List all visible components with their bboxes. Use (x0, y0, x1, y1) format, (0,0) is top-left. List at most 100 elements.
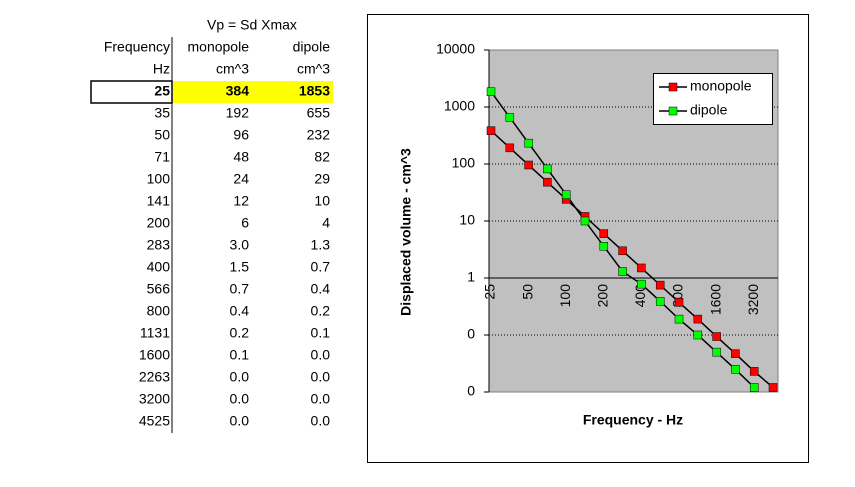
cell: 192 (226, 105, 250, 121)
cell: 96 (233, 127, 249, 143)
cell: 29 (314, 171, 330, 187)
cell: 71 (154, 149, 170, 165)
marker (561, 190, 571, 199)
cell: 1131 (140, 325, 170, 341)
legend-label: monopole (690, 78, 752, 94)
marker (712, 332, 721, 341)
cell: 100 (147, 171, 171, 187)
cell: 384 (226, 83, 250, 99)
header-cell: cm^3 (297, 61, 330, 77)
cell: 0.1 (311, 325, 331, 341)
cell: 0.2 (230, 325, 250, 341)
cell: 141 (147, 193, 171, 209)
marker (505, 143, 515, 153)
marker (543, 164, 552, 174)
cell: 24 (233, 171, 249, 187)
cell: 1.3 (311, 237, 331, 253)
cell: 0.0 (230, 369, 250, 385)
marker (749, 383, 759, 392)
highlight (173, 81, 333, 103)
x-tick-label: 100 (557, 284, 573, 308)
header-cell: Frequency (104, 39, 170, 55)
marker (693, 314, 703, 324)
cell: 0.7 (311, 259, 331, 275)
x-tick-label: 400 (632, 284, 648, 308)
cell: 0.0 (311, 347, 331, 363)
x-tick-label: 50 (519, 284, 535, 300)
header-cell: cm^3 (216, 61, 249, 77)
marker (599, 229, 609, 238)
legend-marker (668, 106, 678, 116)
cell: 3200 (139, 391, 170, 407)
cell: 0.0 (230, 413, 250, 429)
marker (655, 297, 665, 306)
cell: 2263 (139, 369, 170, 385)
marker (524, 138, 533, 148)
legend-marker (668, 82, 678, 92)
marker (618, 267, 627, 276)
cell: 48 (233, 149, 249, 165)
table-title: Vp = Sd Xmax (207, 17, 297, 33)
x-tick-label: 1600 (707, 284, 723, 315)
cell: 0.0 (230, 391, 250, 407)
cell: 4525 (139, 413, 170, 429)
marker (674, 298, 684, 307)
x-axis-title: Frequency - Hz (583, 412, 683, 428)
cell: 0.1 (230, 347, 250, 363)
y-tick-label: 1 (467, 269, 475, 285)
marker (749, 367, 759, 376)
cell: 800 (147, 303, 171, 319)
marker (618, 246, 627, 256)
y-tick-label: 100 (452, 155, 476, 171)
cell: 6 (241, 215, 249, 231)
marker (486, 87, 496, 96)
cell: 12 (233, 193, 249, 209)
marker (543, 177, 552, 187)
marker (637, 279, 646, 289)
cell: 0.4 (311, 281, 331, 297)
cell: 566 (147, 281, 171, 297)
marker (599, 242, 609, 251)
cell: 25 (154, 83, 170, 99)
cell: 655 (307, 105, 331, 121)
cell: 4 (322, 215, 330, 231)
cell: 50 (154, 127, 170, 143)
cell: 0.0 (311, 413, 331, 429)
marker (768, 383, 778, 392)
cell: 82 (314, 149, 330, 165)
legend-label: dipole (690, 102, 728, 118)
cell: 0.7 (230, 281, 250, 297)
series-line (490, 130, 774, 389)
marker (693, 330, 703, 340)
cell: 400 (147, 259, 171, 275)
header-cell: Hz (153, 61, 170, 77)
marker (712, 347, 721, 357)
marker (731, 365, 740, 374)
x-tick-label: 200 (595, 284, 611, 308)
y-tick-label: 1000 (444, 98, 475, 114)
y-tick-label: 10 (459, 212, 475, 228)
marker (637, 263, 646, 273)
marker (505, 113, 515, 122)
cell: 283 (147, 237, 171, 253)
header-cell: dipole (293, 39, 331, 55)
cell: 0.2 (311, 303, 331, 319)
cell: 3.0 (230, 237, 250, 253)
y-tick-label: 10000 (436, 41, 475, 57)
cell: 200 (147, 215, 171, 231)
cell: 0.0 (311, 369, 331, 385)
marker (486, 126, 496, 135)
y-axis-title: Displaced volume - cm^3 (398, 148, 414, 316)
marker (731, 349, 740, 358)
x-tick-label: 25 (482, 284, 498, 300)
cell: 232 (307, 127, 331, 143)
cell: 0.4 (230, 303, 250, 319)
cell: 10 (314, 193, 330, 209)
marker (655, 280, 665, 290)
x-tick-label: 3200 (745, 284, 761, 315)
legend-box (653, 73, 773, 125)
marker (580, 216, 590, 226)
y-tick-label: 0 (467, 326, 475, 342)
